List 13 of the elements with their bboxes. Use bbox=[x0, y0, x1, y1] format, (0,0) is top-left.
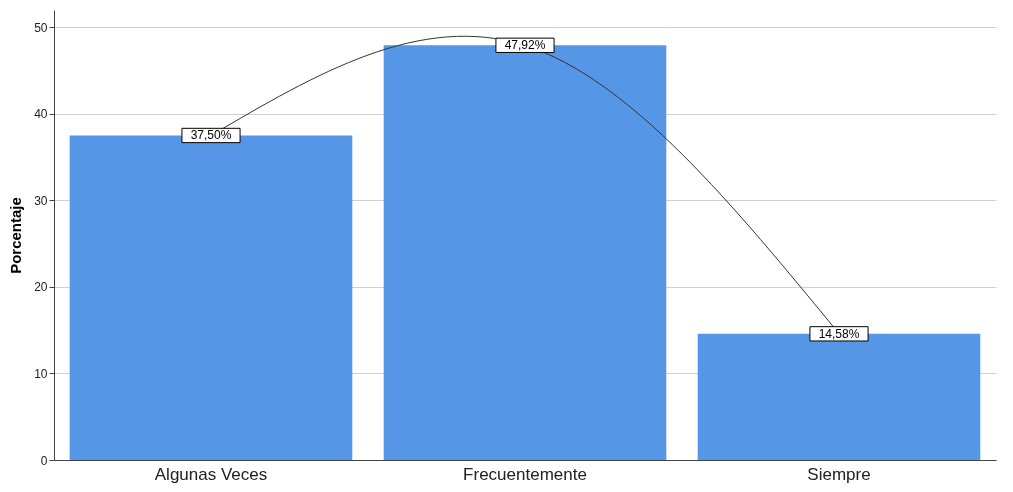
y-axis-title: Porcentaje bbox=[7, 197, 25, 274]
x-tick-label: Siempre bbox=[807, 464, 871, 484]
data-label: 37,50% bbox=[190, 128, 232, 143]
x-tick-label: Frecuentemente bbox=[463, 464, 587, 484]
data-label: 47,92% bbox=[504, 38, 546, 53]
y-tick-label: 0 bbox=[40, 453, 48, 468]
y-tick-label: 10 bbox=[34, 366, 48, 381]
y-tick-label: 20 bbox=[34, 280, 48, 295]
y-tick-label: 40 bbox=[34, 107, 48, 122]
x-tick-label: Algunas Veces bbox=[154, 464, 268, 484]
data-label: 14,58% bbox=[818, 326, 860, 341]
y-tick-label: 30 bbox=[34, 193, 48, 208]
y-tick-label: 50 bbox=[34, 20, 48, 35]
